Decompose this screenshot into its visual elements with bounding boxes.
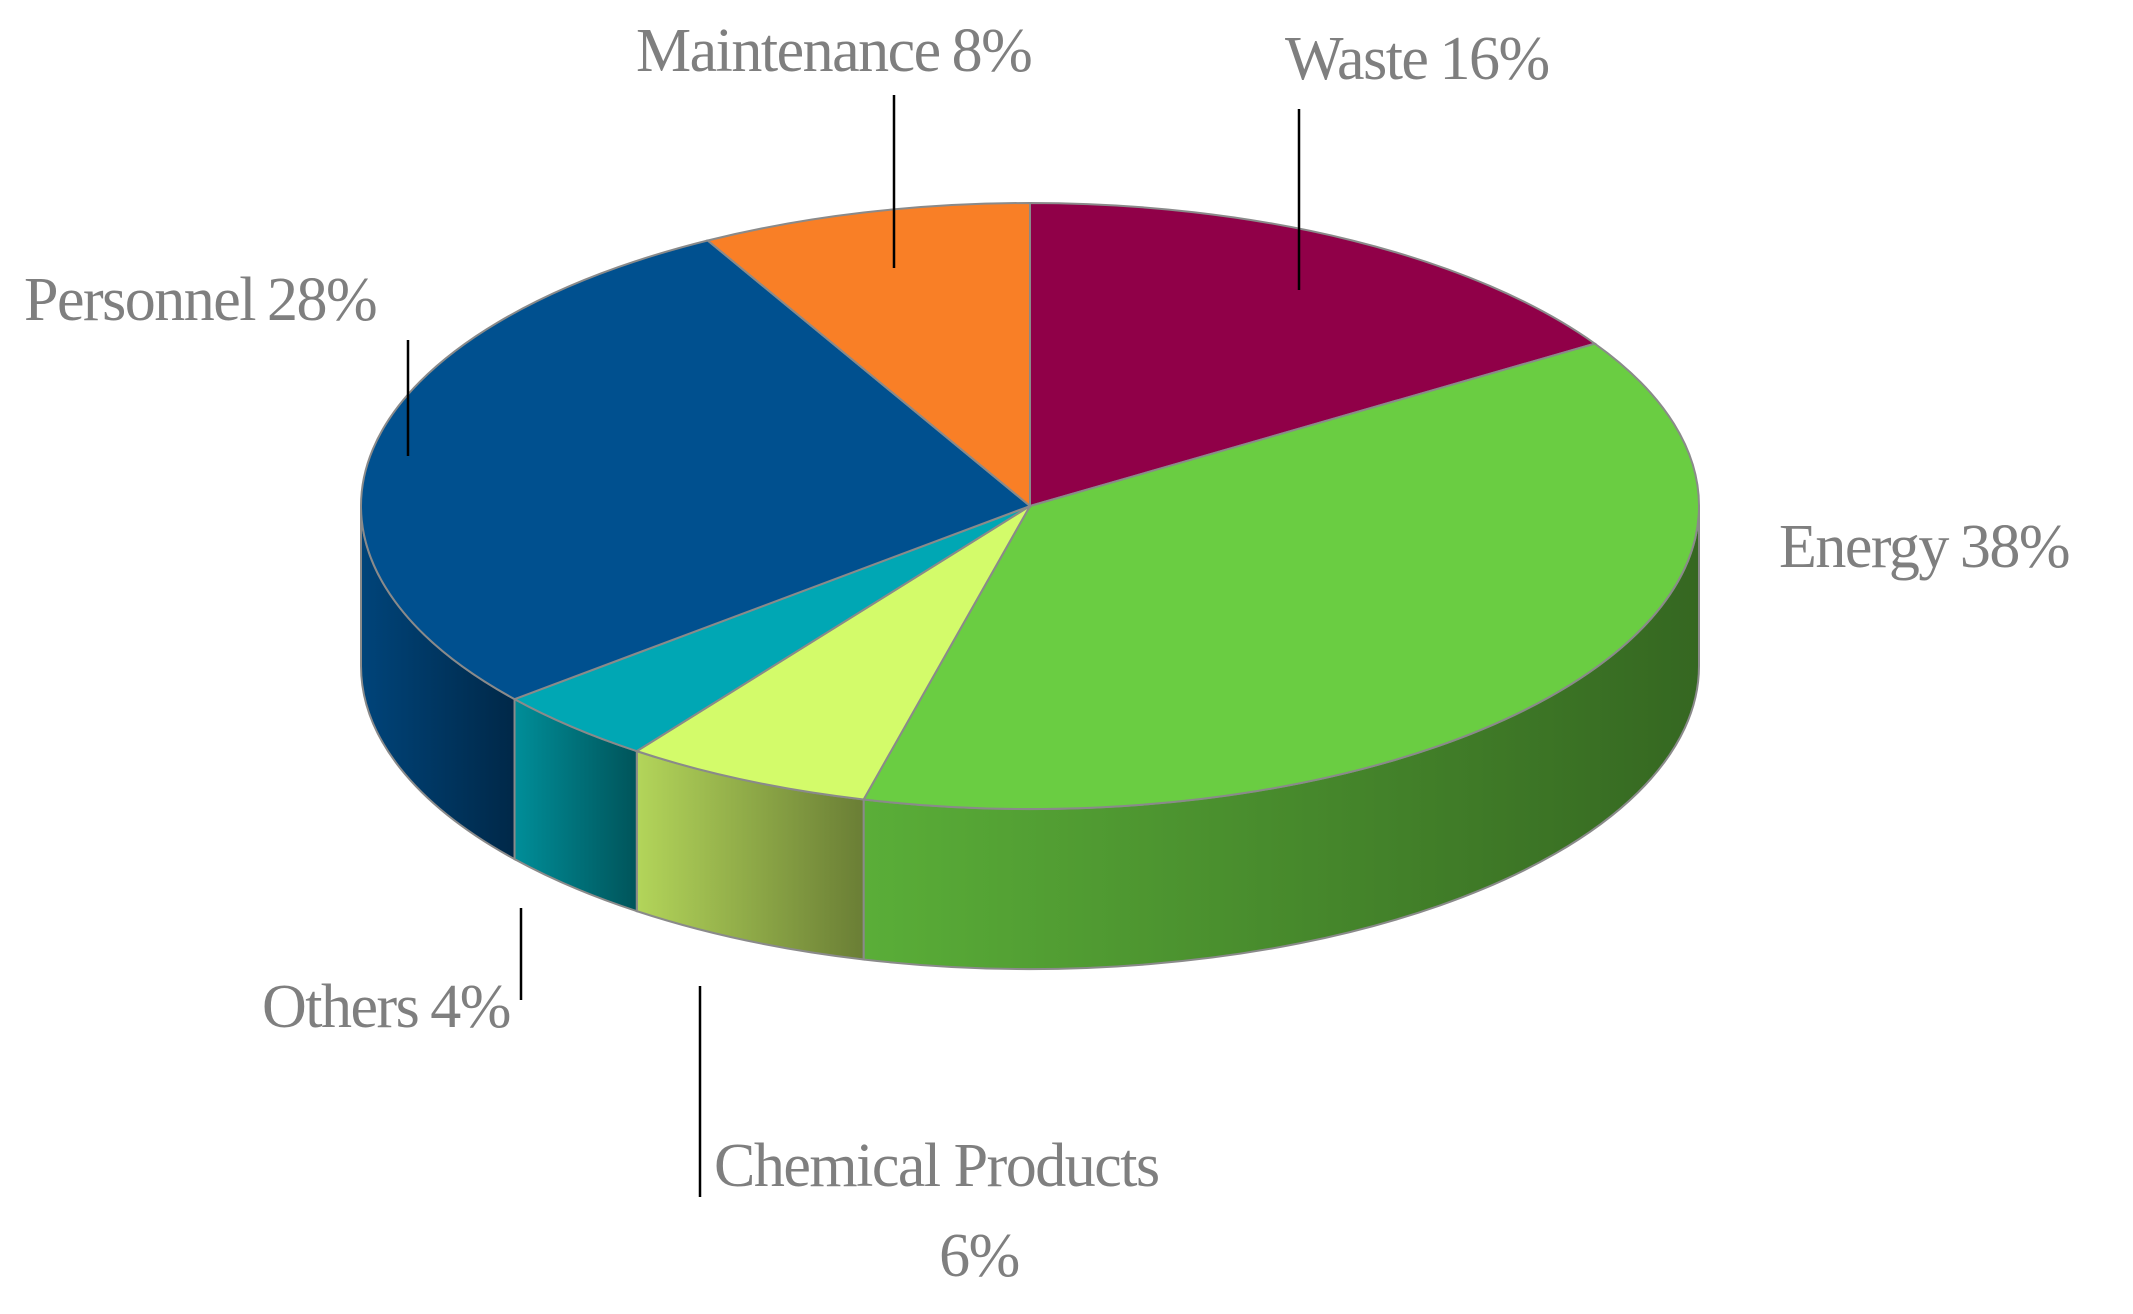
category-name: Waste bbox=[1285, 25, 1427, 93]
slice bbox=[862, 342, 1700, 810]
data-label: Chemical Products 6% bbox=[714, 1132, 1159, 1290]
data-label: Others 4% bbox=[262, 973, 510, 1041]
data-label: Waste 16% bbox=[1285, 25, 1549, 93]
category-name: Energy bbox=[1779, 513, 1949, 581]
slice bbox=[360, 239, 1032, 701]
value-label: 16% bbox=[1439, 25, 1548, 93]
value-label: 28% bbox=[267, 266, 376, 334]
slice bbox=[634, 505, 1031, 801]
category-name: Personnel bbox=[24, 266, 255, 334]
data-label: Personnel 28% bbox=[24, 266, 376, 334]
slice bbox=[1029, 201, 1598, 508]
value-label: 38% bbox=[1960, 513, 2069, 581]
category-name: Others bbox=[262, 973, 418, 1041]
value-label: 6% bbox=[939, 1222, 1019, 1290]
value-label: 8% bbox=[952, 17, 1032, 85]
value-label: 4% bbox=[430, 973, 510, 1041]
category-name: Chemical Products bbox=[714, 1132, 1159, 1200]
data-label: Maintenance 8% bbox=[636, 17, 1031, 85]
slice bbox=[705, 201, 1031, 509]
category-name: Maintenance bbox=[636, 17, 940, 85]
data-label: Energy 38% bbox=[1779, 513, 2069, 581]
